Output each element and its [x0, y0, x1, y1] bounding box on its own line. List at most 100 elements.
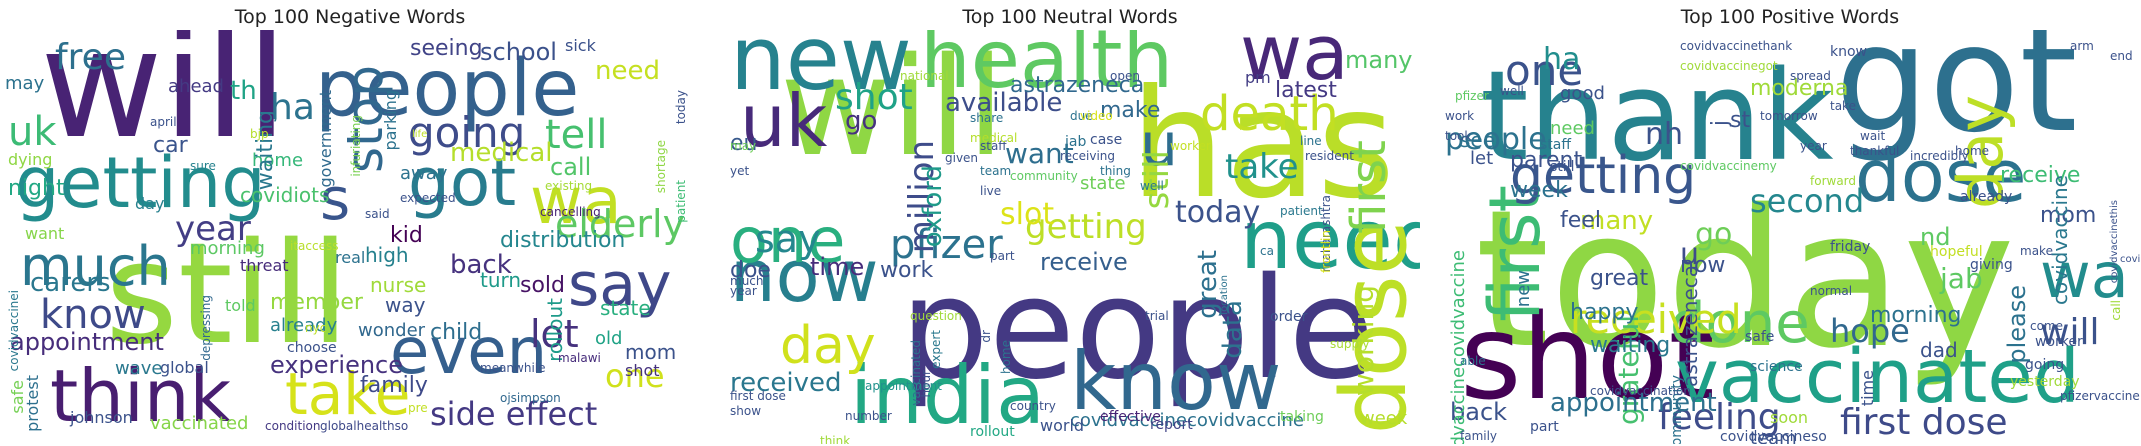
word-cloud-word: order	[1270, 309, 1308, 325]
word-cloud-word: sick	[565, 36, 596, 55]
word-cloud-word: go	[1695, 217, 1733, 252]
word-cloud-word: worker	[1170, 139, 1211, 153]
word-cloud-word: going	[2025, 357, 2065, 373]
word-cloud-word: today	[674, 90, 688, 125]
word-cloud-word: way	[385, 293, 426, 317]
word-cloud-word: community	[1010, 169, 1078, 183]
word-cloud-word: normal	[1810, 284, 1853, 298]
word-cloud-word: vaccinated	[150, 413, 249, 434]
word-cloud-word: today	[1475, 169, 2016, 390]
word-cloud-word: want	[1005, 137, 1074, 170]
word-cloud-word: staff	[980, 139, 1007, 153]
word-cloud-word: come	[2030, 319, 2064, 333]
word-cloud-word: week	[1510, 178, 1568, 203]
word-cloud-word: existing	[545, 179, 593, 193]
word-cloud-word: may	[730, 139, 757, 153]
word-cloud-word: received	[730, 368, 842, 398]
word-cloud-word: people	[315, 44, 580, 134]
word-cloud-word: sure	[190, 159, 216, 173]
word-cloud-word: pre	[408, 401, 428, 415]
word-cloud-word: jab	[1065, 134, 1087, 150]
word-cloud-word: astrazeneca	[1010, 73, 1145, 98]
word-cloud-word: covidvaccination	[1590, 384, 1691, 398]
word-cloud-word: back	[1450, 398, 1508, 426]
word-cloud-word: worker	[2035, 334, 2083, 350]
word-cloud-word: great	[1590, 266, 1649, 291]
word-cloud-word: work	[1445, 109, 1475, 123]
word-cloud-word: johnson	[70, 408, 133, 427]
word-cloud-word: dr	[979, 330, 993, 343]
word-cloud-word: cancelling	[540, 205, 601, 219]
word-cloud-word: incredibly	[1910, 149, 1969, 163]
word-cloud-word: trial	[1145, 309, 1169, 323]
word-cloud-word: much	[730, 274, 764, 288]
word-cloud-word: got	[1835, 30, 2078, 165]
word-cloud-word: know	[1830, 44, 1867, 60]
word-cloud-word: infuriating	[349, 115, 363, 177]
word-cloud-word: safe	[8, 380, 27, 414]
word-cloud-word: appointment	[865, 379, 942, 393]
word-cloud-word: forward	[1810, 174, 1857, 188]
word-cloud-word: think	[50, 354, 232, 438]
word-cloud-word: second	[1750, 182, 1865, 220]
word-cloud-word: experience	[270, 351, 404, 379]
word-cloud-word: globalhealthso	[320, 419, 409, 433]
word-cloud-word: jab	[1940, 262, 1983, 295]
word-cloud-word: team	[980, 164, 1012, 178]
word-cloud-word: year	[1800, 139, 1827, 153]
word-cloud-word: night	[8, 176, 65, 201]
word-cloud-word: parking	[381, 90, 400, 151]
word-cloud-word: carers	[30, 268, 111, 298]
word-cloud-word: dose	[1855, 134, 2027, 218]
negative-words-panel: Top 100 Negative Words will still people ge…	[0, 0, 700, 446]
word-cloud-word: show	[730, 404, 762, 418]
word-cloud-word: know	[1070, 335, 1282, 428]
word-cloud-word: covidvaccine	[2120, 254, 2140, 265]
word-cloud-word: hopeful	[1930, 244, 1983, 260]
word-cloud-word: call	[2109, 300, 2123, 321]
word-cloud-word: mom	[2040, 203, 2097, 228]
word-cloud-word: able	[1460, 354, 1486, 368]
word-cloud-word: choose	[287, 340, 337, 356]
word-cloud-word: think	[820, 434, 851, 444]
word-cloud-word: high	[365, 243, 409, 267]
word-cloud-word: first dose	[1840, 402, 2008, 443]
word-cloud-word: wa	[530, 165, 622, 239]
word-cloud-word: ahead	[168, 76, 224, 97]
word-cloud-word: pfizervaccine	[2060, 389, 2140, 403]
word-cloud-word: covidvaccine	[2048, 175, 2072, 305]
word-cloud-word: took	[1445, 129, 1472, 143]
word-cloud-word: appointment	[10, 328, 164, 356]
word-cloud-word: malawi	[558, 351, 601, 365]
word-cloud-word: morning	[1870, 303, 1962, 328]
word-cloud-word: ha	[1543, 42, 1581, 77]
word-cloud-word: elderly	[555, 202, 686, 246]
word-cloud-word: want	[25, 224, 65, 243]
word-cloud-word: national	[900, 69, 949, 83]
word-cloud-word: effective	[1100, 409, 1161, 425]
word-cloud-word: thankful	[1850, 144, 1900, 158]
word-cloud-word: work	[880, 258, 934, 283]
word-cloud-word: first dose	[730, 389, 786, 403]
word-cloud-word: depressing	[199, 295, 213, 361]
word-cloud-word: soon	[1770, 408, 1809, 427]
word-cloud-word: st	[1730, 108, 1751, 133]
word-cloud-word: day	[780, 316, 876, 376]
panel-title-negative: Top 100 Negative Words	[234, 6, 466, 28]
word-cloud-word: state	[1080, 173, 1126, 194]
word-cloud-word: ha	[270, 87, 315, 128]
word-cloud-word: patient	[1280, 204, 1323, 218]
word-cloud-word: protest	[23, 375, 42, 432]
word-cloud-word: need	[595, 56, 660, 86]
word-cloud-word: happy	[1570, 300, 1639, 325]
word-cloud-word: will	[40, 30, 288, 172]
word-cloud-word: know	[40, 292, 146, 338]
word-cloud-word: appointment	[1550, 388, 1717, 418]
word-cloud-word: old	[595, 328, 623, 349]
word-cloud-word: rollout	[970, 424, 1015, 440]
word-cloud-word: wa	[2040, 239, 2129, 312]
word-cloud-word: wa	[1240, 30, 1349, 97]
word-cloud-word: shot	[1460, 288, 1715, 426]
word-cloud-word: world	[1040, 416, 1085, 435]
word-cloud-word: will	[780, 30, 1005, 187]
